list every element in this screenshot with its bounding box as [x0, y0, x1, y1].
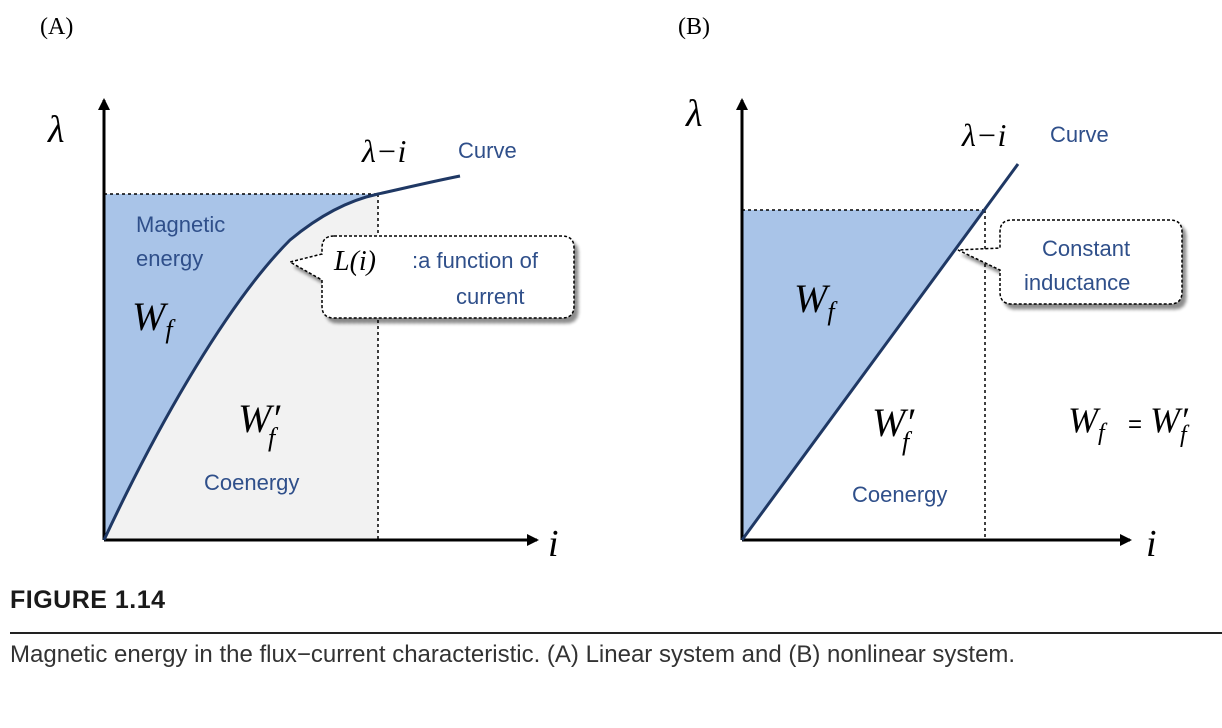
panel-a-callout: [287, 235, 575, 319]
panel-b-equation: Wf = W′f: [1068, 400, 1190, 448]
panel-b-wf-prime: W′f: [872, 400, 915, 456]
panel-b-eq-right: W′f: [1150, 400, 1190, 448]
panel-a-curve-symbol: λ−i: [361, 133, 406, 169]
panel-a: (A) λ i λ−i Curve Magnetic energy Wf W′f…: [40, 14, 575, 565]
figure-caption-title: FIGURE 1.14: [10, 586, 166, 614]
panel-a-x-axis-label: i: [548, 523, 559, 565]
panel-a-callout-math: L(i): [333, 246, 376, 277]
panel-a-coenergy-label: Coenergy: [204, 470, 299, 495]
panel-b-callout-line2: inductance: [1024, 270, 1130, 295]
panel-a-coenergy-region: [104, 194, 378, 540]
panel-a-callout-line1: :a function of: [412, 248, 539, 273]
panel-b-label: (B): [678, 14, 710, 40]
figure-canvas: (A) λ i λ−i Curve Magnetic energy Wf W′f…: [40, 14, 1190, 565]
panel-a-y-axis-label: λ: [47, 109, 64, 151]
caption-divider: [10, 632, 1222, 634]
panel-b-wf: Wf: [794, 276, 838, 326]
panel-a-callout-line2: current: [456, 284, 524, 309]
panel-b-eq-left: Wf: [1068, 400, 1108, 446]
panel-b-coenergy-label: Coenergy: [852, 482, 947, 507]
panel-b-eq-sign: =: [1128, 411, 1142, 438]
panel-a-label: (A): [40, 14, 73, 40]
panel-a-lambda-i-curve: [102, 174, 461, 541]
panel-b-curve-symbol: λ−i: [961, 117, 1006, 153]
panel-a-wf-prime: W′f: [238, 396, 281, 452]
panel-a-wf: Wf: [132, 294, 176, 344]
panel-a-curve-word: Curve: [458, 138, 517, 163]
panel-b-callout-line1: Constant: [1042, 236, 1130, 261]
panel-b-x-axis-label: i: [1146, 523, 1157, 565]
panel-b: (B) λ i λ−i Curve Wf W′f Coenergy Wf: [678, 14, 1190, 565]
panel-a-energy-line1: Magnetic: [136, 212, 225, 237]
figure-caption-text: Magnetic energy in the flux−current char…: [10, 641, 1016, 668]
panel-a-energy-region: [104, 194, 378, 540]
panel-b-lambda-i-line: [740, 163, 1020, 541]
panel-b-curve-word: Curve: [1050, 122, 1109, 147]
panel-a-energy-line2: energy: [136, 246, 203, 271]
panel-b-y-axis-label: λ: [685, 93, 702, 135]
panel-b-callout: [957, 219, 1183, 305]
